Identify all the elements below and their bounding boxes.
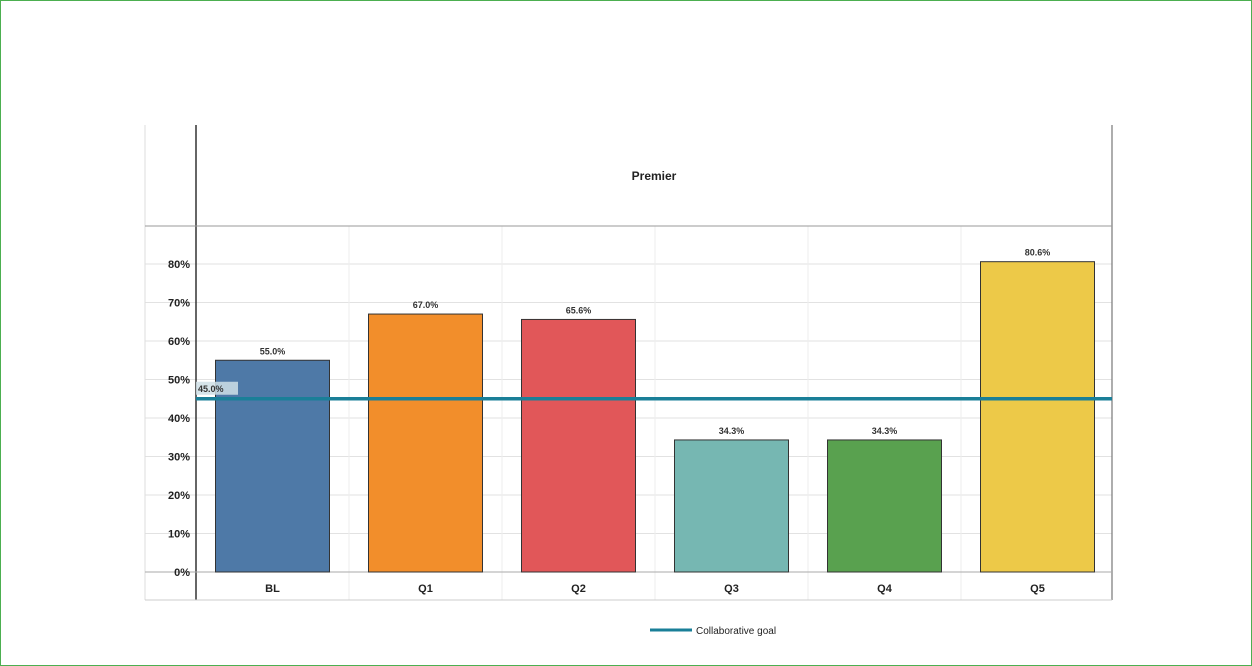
y-tick-label: 50% [168, 375, 190, 387]
data-labels: 55.0% 67.0% 65.6% 34.3% 34.3% 80.6% [260, 248, 1051, 436]
data-label: 65.6% [566, 305, 592, 315]
y-tick-label: 0% [174, 567, 190, 579]
y-axis-ticks: 0% 10% 20% 30% 40% 50% 60% 70% 80% [168, 259, 190, 579]
x-tick-label: Q5 [1030, 583, 1045, 595]
y-tick-label: 40% [168, 413, 190, 425]
y-tick-label: 80% [168, 259, 190, 271]
data-label: 80.6% [1025, 248, 1051, 258]
bar-q3 [674, 439, 789, 573]
x-tick-label: BL [265, 583, 280, 595]
goal-label-bg [196, 381, 238, 395]
bar-bl [215, 359, 330, 573]
bar-q5 [980, 261, 1095, 573]
y-tick-label: 60% [168, 336, 190, 348]
x-tick-label: Q4 [877, 583, 893, 595]
bars [215, 261, 1095, 573]
legend-label: Collaborative goal [696, 626, 776, 637]
data-label: 55.0% [260, 346, 286, 356]
data-label: 34.3% [872, 426, 898, 436]
legend: Collaborative goal [650, 626, 776, 637]
y-tick-label: 70% [168, 298, 190, 310]
reference-line-group: 45.0% [196, 381, 1112, 401]
y-tick-label: 10% [168, 529, 190, 541]
y-tick-label: 30% [168, 452, 190, 464]
x-tick-label: Q3 [724, 583, 739, 595]
bar-q1 [368, 313, 483, 573]
category-labels: BL Q1 Q2 Q3 Q4 Q5 [265, 583, 1045, 595]
x-tick-label: Q1 [418, 583, 433, 595]
data-label: 67.0% [413, 300, 439, 310]
bar-q4 [827, 439, 942, 573]
y-tick-label: 20% [168, 490, 190, 502]
x-tick-label: Q2 [571, 583, 586, 595]
chart-title: Premier [632, 169, 677, 183]
bar-q2 [521, 318, 636, 573]
data-label: 34.3% [719, 426, 745, 436]
goal-label: 45.0% [198, 384, 224, 394]
